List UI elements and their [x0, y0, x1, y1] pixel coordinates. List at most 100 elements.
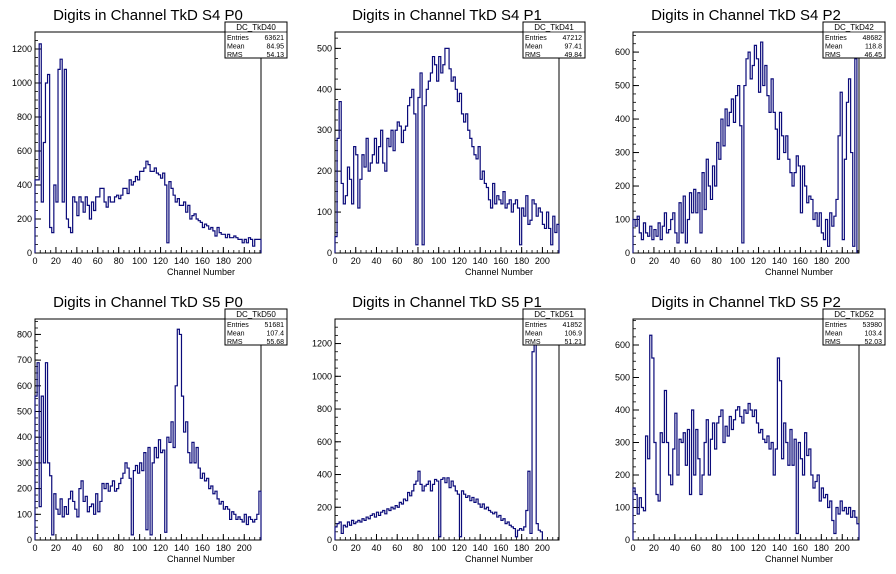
x-axis-label: Channel Number: [465, 554, 533, 564]
x-tick-label: 160: [493, 543, 508, 553]
stats-label: Entries: [525, 35, 547, 42]
stats-box: DC_TkD40 Entries 63621 Mean 84.95 RMS 54.13: [224, 21, 288, 59]
x-tick-label: 20: [51, 256, 61, 266]
x-tick-label: 200: [535, 543, 550, 553]
y-tick-label: 400: [17, 180, 32, 190]
stats-value: 97.41: [564, 44, 582, 51]
x-tick-label: 80: [114, 256, 124, 266]
x-tick-label: 160: [195, 543, 210, 553]
stats-value: 63621: [265, 35, 285, 42]
stats-value: 51.21: [564, 339, 582, 346]
y-tick-label: 700: [17, 355, 32, 365]
histogram-panel: Digits in Channel TkD S4 P00200400600800…: [12, 7, 288, 277]
x-tick-label: 200: [237, 256, 252, 266]
y-tick-label: 0: [625, 248, 630, 258]
y-tick-label: 0: [27, 248, 32, 258]
x-tick-label: 60: [691, 256, 701, 266]
y-tick-label: 600: [17, 146, 32, 156]
y-tick-label: 300: [17, 458, 32, 468]
stats-value: 46.45: [864, 52, 882, 59]
stats-name: DC_TkD51: [534, 310, 574, 319]
x-tick-label: 160: [195, 256, 210, 266]
stats-box: DC_TkD50 Entries 51681 Mean 107.4 RMS 55.68: [224, 308, 288, 346]
chart-title: Digits in Channel TkD S4 P0: [53, 7, 243, 24]
x-tick-label: 0: [332, 256, 337, 266]
stats-label: Mean: [525, 331, 543, 338]
stats-label: Mean: [227, 44, 245, 51]
histogram-line: [34, 43, 262, 253]
y-tick-label: 200: [317, 166, 332, 176]
x-tick-label: 80: [114, 543, 124, 553]
x-tick-label: 80: [413, 543, 423, 553]
x-tick-label: 40: [371, 256, 381, 266]
histogram-line: [334, 326, 544, 540]
stats-name: DC_TkD41: [534, 23, 574, 32]
y-tick-label: 100: [17, 509, 32, 519]
y-tick-label: 800: [17, 112, 32, 122]
y-tick-label: 400: [317, 470, 332, 480]
stats-name: DC_TkD42: [834, 23, 874, 32]
y-tick-label: 600: [317, 437, 332, 447]
stats-value: 48682: [863, 35, 883, 42]
stats-label: RMS: [525, 52, 541, 59]
stats-box: DC_TkD42 Entries 48682 Mean 118.8 RMS 46.45: [822, 21, 886, 59]
x-tick-label: 80: [413, 256, 423, 266]
x-tick-label: 140: [772, 543, 787, 553]
x-axis-label: Channel Number: [465, 267, 533, 277]
x-tick-label: 100: [132, 256, 147, 266]
stats-box-frame: [822, 21, 886, 59]
y-tick-label: 800: [17, 329, 32, 339]
chart-title: Digits in Channel TkD S5 P2: [651, 294, 841, 311]
x-tick-label: 180: [216, 543, 231, 553]
x-tick-label: 80: [712, 543, 722, 553]
x-tick-label: 200: [835, 256, 850, 266]
y-tick-label: 100: [317, 207, 332, 217]
stats-value: 118.8: [865, 44, 882, 51]
y-tick-label: 0: [327, 248, 332, 258]
x-tick-label: 120: [452, 256, 467, 266]
histogram-line: [34, 328, 262, 540]
histogram-panel: Digits in Channel TkD S5 P20100200300400…: [615, 294, 886, 564]
histogram-line: [334, 47, 560, 253]
histogram-panel: Digits in Channel TkD S5 P00100200300400…: [17, 294, 288, 564]
plot-frame: [632, 318, 860, 541]
stats-value: 106.9: [564, 331, 582, 338]
plot-frame: [334, 31, 560, 254]
y-tick-label: 800: [317, 404, 332, 414]
stats-box: DC_TkD51 Entries 41852 Mean 106.9 RMS 51.21: [522, 308, 586, 346]
stats-value: 49.84: [564, 52, 582, 59]
y-tick-label: 200: [615, 470, 630, 480]
x-tick-label: 0: [32, 256, 37, 266]
stats-value: 51681: [265, 322, 285, 329]
x-tick-label: 160: [793, 256, 808, 266]
x-tick-label: 120: [452, 543, 467, 553]
stats-label: RMS: [825, 339, 841, 346]
y-tick-label: 600: [615, 340, 630, 350]
x-tick-label: 200: [535, 256, 550, 266]
histogram-panel: Digits in Channel TkD S5 P10200400600800…: [312, 294, 586, 564]
y-tick-label: 1200: [12, 44, 32, 54]
x-tick-label: 40: [670, 543, 680, 553]
plot-frame: [334, 318, 560, 541]
y-tick-label: 400: [615, 405, 630, 415]
x-tick-label: 180: [514, 543, 529, 553]
x-tick-label: 140: [473, 256, 488, 266]
stats-box-frame: [522, 308, 586, 346]
x-tick-label: 60: [93, 256, 103, 266]
chart-title: Digits in Channel TkD S4 P2: [651, 7, 841, 24]
histogram-panel: Digits in Channel TkD S4 P10100200300400…: [317, 7, 586, 277]
x-tick-label: 60: [392, 543, 402, 553]
x-axis-label: Channel Number: [167, 267, 235, 277]
stats-label: Entries: [227, 322, 249, 329]
x-tick-label: 20: [351, 256, 361, 266]
x-tick-label: 80: [712, 256, 722, 266]
x-tick-label: 140: [174, 543, 189, 553]
stats-box-frame: [522, 21, 586, 59]
y-tick-label: 200: [615, 181, 630, 191]
x-tick-label: 180: [514, 256, 529, 266]
stats-label: Entries: [227, 35, 249, 42]
stats-name: DC_TkD40: [236, 23, 276, 32]
y-tick-label: 1000: [12, 78, 32, 88]
stats-box-frame: [822, 308, 886, 346]
